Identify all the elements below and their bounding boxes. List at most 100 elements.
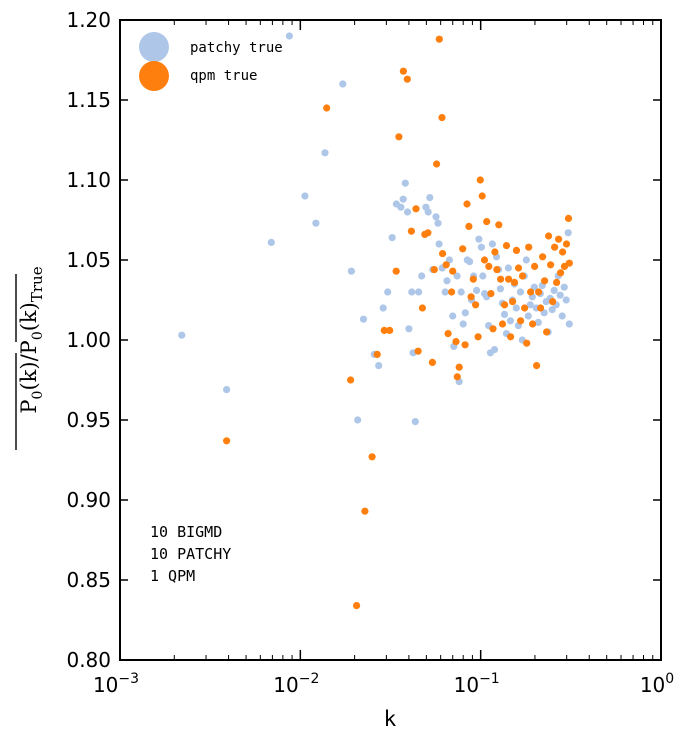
qpm-point (495, 221, 503, 229)
qpm-point (433, 160, 441, 168)
qpm-point (491, 248, 499, 256)
qpm-point (549, 298, 557, 306)
qpm-point (523, 339, 531, 347)
x-tick-labels: 10−3 10−2 10−1 100 (93, 671, 674, 697)
patchy-point (223, 386, 231, 394)
y-label-den-sub: 0 (30, 331, 46, 340)
qpm-point (502, 242, 511, 250)
annotation-line-2: 10 PATCHY (150, 545, 231, 563)
legend-marker-patchy (139, 32, 169, 62)
patchy-point (312, 219, 320, 227)
qpm-point (465, 222, 473, 230)
patchy-point (562, 296, 570, 304)
patchy-point (432, 213, 440, 221)
patchy-point (397, 203, 405, 211)
qpm-point (407, 227, 415, 235)
patchy-point (457, 288, 465, 296)
qpm-point (483, 218, 491, 226)
qpm-point (444, 330, 452, 338)
qpm-point (487, 290, 495, 298)
patchy-point (384, 288, 392, 296)
qpm-point (512, 246, 521, 254)
y-label-num-paren: (k) (17, 361, 41, 390)
patchy-point (506, 317, 514, 325)
qpm-point (507, 333, 515, 341)
x-tick-label: 100 (640, 671, 674, 697)
patchy-point (401, 179, 409, 187)
y-label-den-main: P (17, 340, 41, 354)
patchy-point (359, 315, 368, 323)
svg-text:P0(k)/P0(k)True: P0(k)/P0(k)True (17, 266, 46, 413)
patchy-point (441, 288, 449, 296)
qpm-point (562, 240, 571, 248)
qpm-point (476, 176, 484, 184)
legend-label-patchy: patchy true (190, 40, 283, 56)
qpm-point (541, 277, 549, 285)
qpm-point (551, 243, 559, 251)
qpm-point (361, 507, 369, 515)
patchy-point (411, 418, 419, 426)
y-tick-label: 1.10 (66, 168, 111, 192)
qpm-point (529, 320, 537, 328)
qpm-point (392, 267, 400, 275)
patchy-point (418, 272, 426, 280)
y-axis-label: P0(k)/P0(k)True (15, 266, 46, 450)
patchy-point (453, 272, 461, 280)
patchy-point (564, 229, 572, 237)
y-tick-label: 0.95 (66, 408, 111, 432)
qpm-point (545, 232, 553, 240)
patchy-point (347, 267, 355, 275)
patchy-point (550, 286, 558, 294)
y-tick-label: 0.90 (66, 488, 111, 512)
qpm-point (430, 266, 438, 274)
qpm-point (533, 362, 541, 370)
annotation-box: 10 BIGMD 10 PATCHY 1 QPM (150, 523, 231, 585)
patchy-point (496, 285, 504, 293)
patchy-point (556, 291, 564, 299)
patchy-point (405, 325, 413, 333)
y-tick-label: 0.80 (66, 648, 111, 672)
qpm-point (424, 229, 432, 237)
patchy-point (375, 362, 383, 370)
patchy-point (490, 346, 499, 354)
qpm-point (521, 304, 529, 312)
patchy-point (399, 195, 407, 203)
data-points (178, 32, 573, 610)
patchy-point (516, 288, 525, 296)
qpm-point (442, 261, 450, 269)
patchy-point (526, 301, 534, 309)
qpm-point (412, 205, 420, 213)
qpm-point (463, 200, 471, 208)
qpm-point (497, 275, 505, 283)
qpm-point (323, 104, 331, 112)
patchy-point (473, 286, 481, 294)
qpm-point (373, 350, 381, 358)
qpm-point (539, 253, 547, 261)
patchy-point (178, 331, 186, 339)
qpm-point (386, 326, 394, 334)
qpm-point (438, 114, 446, 122)
patchy-point (354, 416, 362, 424)
qpm-point (553, 278, 561, 286)
qpm-point (448, 288, 456, 296)
patchy-point (379, 304, 387, 312)
qpm-point (555, 235, 563, 243)
patchy-point (301, 192, 309, 200)
patchy-point (558, 312, 566, 320)
qpm-point (461, 341, 469, 349)
qpm-point (559, 248, 567, 256)
legend-marker-qpm (139, 61, 169, 91)
patchy-point (449, 312, 457, 320)
qpm-point (508, 298, 517, 306)
qpm-point (223, 437, 231, 445)
qpm-point (489, 325, 497, 333)
qpm-point (505, 275, 513, 283)
patchy-point (443, 277, 451, 285)
qpm-point (478, 192, 486, 200)
y-label-den-paren: (k) (17, 302, 41, 331)
qpm-point (469, 275, 477, 283)
qpm-point (474, 333, 482, 341)
patchy-point (479, 272, 487, 280)
qpm-point (418, 304, 426, 312)
